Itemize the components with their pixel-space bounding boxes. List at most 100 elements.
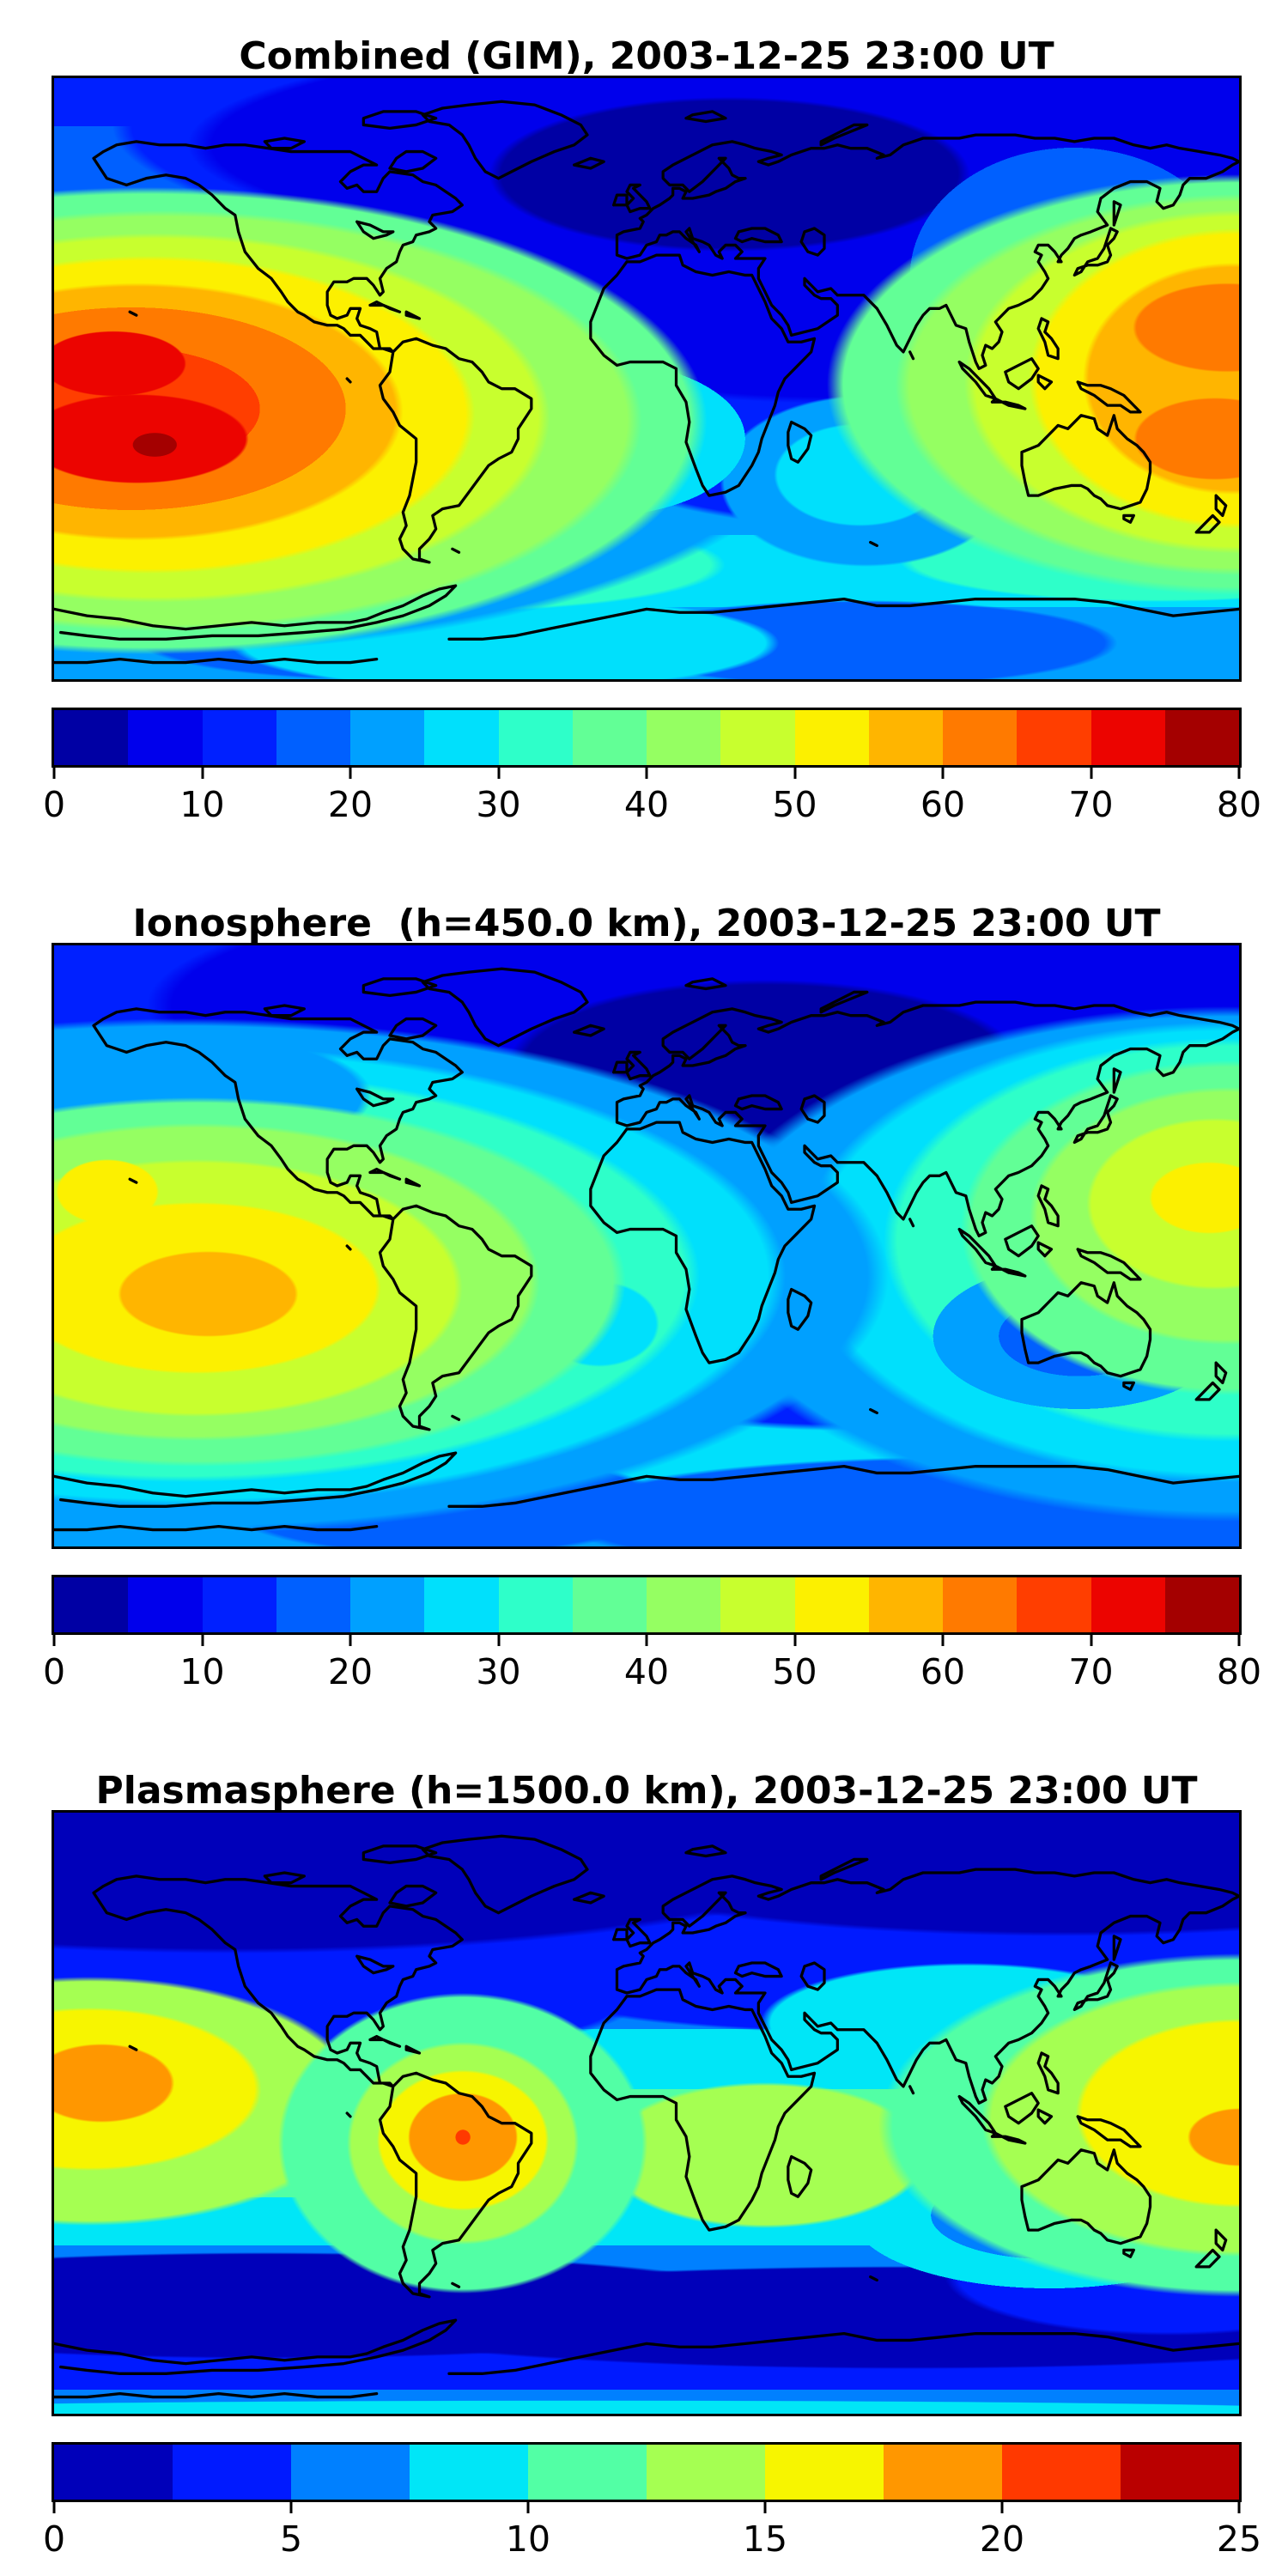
colorbar-segment [647,1577,721,1632]
colorbar-tick [1090,768,1092,779]
colorbar-segment [410,2445,528,2500]
colorbar-segment [128,1577,203,1632]
map-plasmasphere [52,1810,1242,2416]
colorbar-tick-label: 15 [742,2518,788,2560]
colorbar-segment [943,710,1018,765]
colorbar-tick-label: 80 [1216,784,1262,825]
colorbar-segment [128,710,203,765]
colorbar-segment [572,1577,647,1632]
colorbar-tick-label: 10 [179,784,225,825]
colorbar-segment [424,1577,499,1632]
colorbar-tick [201,1635,204,1646]
colorbar-segment [173,2445,291,2500]
colorbar-tick-label: 50 [772,1651,817,1692]
colorbar-segment [202,1577,276,1632]
coastline-path [54,1834,1239,2399]
colorbar-segment [1164,1577,1239,1632]
colorbar-tick-label: 30 [476,1651,521,1692]
colorbar-segment [350,710,425,765]
panel-combined-gim: Combined (GIM), 2003-12-25 23:00 UT 0 10 2… [0,0,1288,867]
colorbar-segment [943,1577,1018,1632]
colorbar-tick-label: 10 [505,2518,551,2560]
colorbar-segment [884,2445,1002,2500]
colorbar-segment [1164,710,1239,765]
colorbar-segment [794,710,869,765]
colorbar-segment [276,710,350,765]
colorbar-segment [350,1577,425,1632]
colorbar-tick-label: 30 [476,784,521,825]
colorbar-tick [941,768,945,779]
colorbar-tick [52,768,56,779]
colorbar-tick-label: 60 [920,784,966,825]
colorbar-tick-label: 40 [623,784,670,825]
colorbar-segment [498,710,573,765]
colorbar-tick [1090,1635,1092,1646]
colorbar-tick-label: 20 [979,2518,1025,2560]
colorbar-tick [497,1635,500,1646]
colorbar-tick-label: 5 [279,2518,303,2560]
colorbar-tick-label: 0 [42,2518,66,2560]
colorbar-segment [498,1577,573,1632]
colorbar-tick [1000,2502,1004,2513]
colorbar-tick-labels: 0 10 20 30 40 50 60 70 80 [43,783,1261,828]
colorbar-tick [1237,768,1241,779]
colorbar-tick-label: 0 [42,784,66,825]
map-ionosphere [52,943,1242,1549]
coastline-path [54,100,1239,665]
colorbar-segment [868,1577,943,1632]
colorbar-tick [941,1635,945,1646]
colorbar-ticks [52,1635,1241,1647]
colorbar-tick [52,1635,56,1646]
colorbar-ticks [52,2502,1241,2514]
colorbar-tick [201,768,204,779]
colorbar-tick [1237,2502,1241,2513]
colorbar-tick-label: 50 [772,784,817,825]
colorbar-tick-label: 70 [1068,784,1114,825]
panel-title: Plasmasphere (h=1500.0 km), 2003-12-25 2… [95,1769,1198,1814]
colorbar-segment [647,710,721,765]
colorbar-tick-label: 10 [179,1651,225,1692]
colorbar [52,708,1242,768]
colorbar-tick [289,2502,293,2513]
colorbar-tick-labels: 0 5 10 15 20 25 [43,2518,1261,2562]
colorbar-tick-label: 70 [1068,1651,1114,1692]
colorbar-segment [720,1577,795,1632]
panel-plasmasphere: Plasmasphere (h=1500.0 km), 2003-12-25 2… [0,1735,1288,2576]
colorbar-segment [54,2445,173,2500]
panel-ionosphere: Ionosphere (h=450.0 km), 2003-12-25 23:0… [0,867,1288,1735]
colorbar [52,1575,1242,1635]
panel-title: Combined (GIM), 2003-12-25 23:00 UT [239,34,1054,79]
colorbar-tick-label: 20 [327,784,374,825]
colorbar-segment [1121,2445,1239,2500]
colorbar-segment [1091,1577,1165,1632]
colorbar-segment [276,1577,350,1632]
colorbar-tick-label: 25 [1216,2518,1262,2560]
coastlines [54,100,1239,665]
colorbar-tick-label: 80 [1216,1651,1262,1692]
colorbar-segment [868,710,943,765]
coastlines [54,967,1239,1532]
colorbar-tick-labels: 0 10 20 30 40 50 60 70 80 [43,1650,1261,1695]
colorbar-segment [528,2445,647,2500]
colorbar-tick [349,1635,352,1646]
map-combined-gim [52,76,1242,682]
colorbar-segment [720,710,795,765]
colorbar-tick [52,2502,56,2513]
colorbar-tick-label: 40 [623,1651,670,1692]
colorbar-segment [291,2445,410,2500]
colorbar-segment [647,2445,765,2500]
colorbar-tick [763,2502,767,2513]
colorbar-segment [1017,710,1091,765]
colorbar-tick [1237,1635,1241,1646]
colorbar-tick [497,768,500,779]
colorbar-tick [645,768,648,779]
colorbar-segment [765,2445,884,2500]
colorbar-segment [202,710,276,765]
colorbar-tick-label: 0 [42,1651,66,1692]
colorbar [52,2442,1242,2502]
colorbar-segment [424,710,499,765]
colorbar-tick-label: 20 [327,1651,374,1692]
coastline-path [54,967,1239,1532]
colorbar-tick [793,768,796,779]
